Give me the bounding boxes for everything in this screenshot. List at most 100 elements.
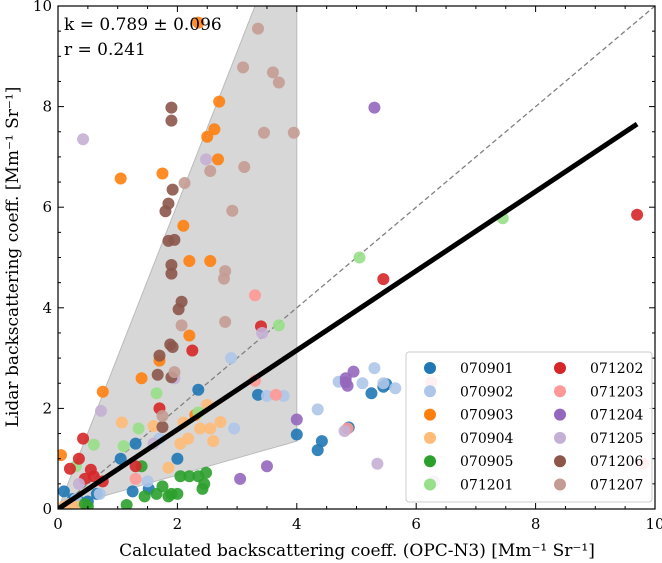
point-070903 xyxy=(192,16,205,29)
legend-item-071201: 071201 xyxy=(424,478,513,494)
y-tick-label: 2 xyxy=(42,399,52,417)
x-axis-label: Calculated backscattering coeff. (OPC-N3… xyxy=(119,541,595,561)
point-070903 xyxy=(208,123,221,136)
point-070902 xyxy=(260,389,273,402)
point-070903 xyxy=(201,130,214,143)
point-071207 xyxy=(238,160,251,173)
x-tick-label: 4 xyxy=(292,515,302,533)
point-070904 xyxy=(115,416,128,429)
point-071207 xyxy=(226,204,239,217)
point-070904 xyxy=(207,435,220,448)
legend-label: 071201 xyxy=(460,478,513,494)
point-070905 xyxy=(171,487,184,500)
point-070902 xyxy=(141,475,154,488)
legend-marker xyxy=(554,408,566,421)
point-070901 xyxy=(114,452,127,465)
legend-marker xyxy=(554,362,566,374)
legend-marker xyxy=(424,478,436,491)
legend-item-071206: 071206 xyxy=(554,454,644,470)
point-071203 xyxy=(249,289,262,302)
legend-label: 071204 xyxy=(590,408,644,424)
point-070905 xyxy=(81,500,94,509)
legend-label: 070904 xyxy=(460,431,514,447)
y-tick-label: 4 xyxy=(42,299,52,317)
legend-label: 070903 xyxy=(460,408,513,424)
point-071205 xyxy=(256,326,269,339)
slope-annotation: k = 0.789 ± 0.096 xyxy=(64,15,222,35)
point-070902 xyxy=(311,403,324,416)
point-070903 xyxy=(177,219,190,232)
point-071202 xyxy=(77,432,90,445)
point-071201 xyxy=(150,387,163,400)
point-071207 xyxy=(287,126,300,139)
point-071206 xyxy=(168,233,181,246)
y-tick-label: 8 xyxy=(42,98,52,116)
point-071206 xyxy=(156,421,169,434)
point-070903 xyxy=(135,372,148,385)
legend-marker xyxy=(424,455,436,468)
point-071205 xyxy=(77,133,90,146)
legend-label: 070901 xyxy=(460,361,513,377)
point-070902 xyxy=(225,352,238,365)
point-071207 xyxy=(178,177,191,190)
point-070901 xyxy=(171,452,184,465)
point-070902 xyxy=(228,422,241,435)
point-070902 xyxy=(377,377,390,390)
point-071206 xyxy=(165,267,178,280)
point-071203 xyxy=(269,388,282,401)
legend-item-071207: 071207 xyxy=(554,478,643,494)
legend-item-071204: 071204 xyxy=(554,408,644,424)
point-071204 xyxy=(339,376,352,389)
x-tick-label: 0 xyxy=(53,515,63,533)
point-071202 xyxy=(186,344,199,357)
point-070903 xyxy=(213,95,226,108)
point-071206 xyxy=(166,341,179,354)
point-070903 xyxy=(183,255,196,268)
point-071201 xyxy=(132,422,145,435)
legend-marker xyxy=(554,455,566,468)
point-070903 xyxy=(211,153,224,166)
point-070901 xyxy=(290,428,303,441)
legend: 070901 070902 070903 070904 070905 071201 0712… xyxy=(405,351,653,503)
point-071205 xyxy=(72,477,85,490)
point-071207 xyxy=(251,22,264,35)
point-070905 xyxy=(198,477,211,490)
legend-item-070903: 070903 xyxy=(424,408,513,424)
point-070902 xyxy=(356,377,369,390)
point-070901 xyxy=(365,387,378,400)
point-071204 xyxy=(260,460,273,473)
point-071207 xyxy=(156,409,169,422)
point-071204 xyxy=(290,413,303,426)
point-070904 xyxy=(174,437,187,450)
point-070901 xyxy=(58,485,70,498)
point-070905 xyxy=(138,490,151,503)
point-071202 xyxy=(377,273,390,286)
point-071207 xyxy=(272,76,285,89)
point-070903 xyxy=(204,255,217,268)
point-070903 xyxy=(114,172,127,185)
point-071205 xyxy=(94,404,107,417)
legend-label: 071203 xyxy=(590,384,643,400)
point-071206 xyxy=(172,303,185,316)
legend-marker xyxy=(424,385,436,398)
correlation-annotation: r = 0.241 xyxy=(64,40,146,60)
point-070904 xyxy=(147,420,160,433)
point-071206 xyxy=(159,205,172,218)
point-071203 xyxy=(129,472,142,485)
point-071202 xyxy=(631,208,644,221)
legend-item-070905: 070905 xyxy=(424,454,513,470)
point-071206 xyxy=(165,114,178,127)
point-070904 xyxy=(194,422,207,435)
point-071207 xyxy=(175,319,188,332)
legend-marker xyxy=(554,431,566,444)
point-071207 xyxy=(237,61,250,74)
point-070903 xyxy=(183,329,196,342)
point-071207 xyxy=(204,164,217,177)
point-071201 xyxy=(87,438,100,451)
point-071206 xyxy=(166,183,179,196)
fit-line xyxy=(58,121,639,509)
point-071206 xyxy=(165,101,178,114)
legend-item-071203: 071203 xyxy=(554,384,643,400)
point-071204 xyxy=(234,472,247,485)
legend-marker xyxy=(424,431,436,444)
